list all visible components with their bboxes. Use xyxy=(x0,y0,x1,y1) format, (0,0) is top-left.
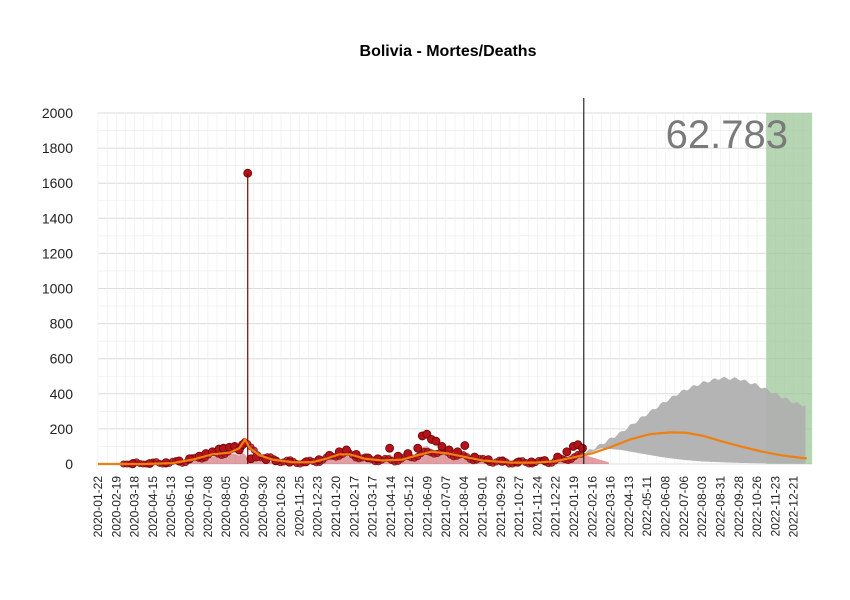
observed-point xyxy=(578,443,587,453)
y-axis: 0 200 400 600 800 1000 1200 1400 1600 1800 2000 xyxy=(42,105,73,472)
observed-point xyxy=(540,456,549,465)
x-tick-label: 2022-09-28 xyxy=(732,476,746,538)
forecast-band xyxy=(583,376,806,464)
x-tick-label: 2020-06-10 xyxy=(183,476,197,538)
x-tick-label: 2020-08-05 xyxy=(219,476,233,538)
grid xyxy=(97,112,813,465)
x-tick-label: 2021-06-09 xyxy=(421,476,435,538)
x-tick-label: 2021-11-24 xyxy=(530,476,544,537)
x-tick-label: 2020-09-30 xyxy=(256,476,270,538)
total-deaths-label: 62.783 xyxy=(666,113,788,157)
y-tick-label: 1600 xyxy=(42,175,73,191)
x-tick-label: 2021-09-29 xyxy=(494,476,508,538)
x-tick-label: 2020-04-15 xyxy=(146,476,160,538)
x-tick-label: 2020-09-02 xyxy=(237,476,251,538)
x-tick-label: 2021-08-04 xyxy=(457,476,471,538)
x-tick-label: 2021-03-17 xyxy=(366,476,380,538)
x-tick-label: 2020-02-19 xyxy=(109,476,123,538)
x-tick-label: 2020-10-28 xyxy=(274,476,288,538)
x-tick-label: 2022-06-08 xyxy=(659,476,673,538)
x-tick-label: 2022-11-23 xyxy=(768,476,782,537)
observed-point xyxy=(437,442,447,451)
observed-point xyxy=(431,436,441,446)
y-tick-label: 800 xyxy=(50,316,74,332)
x-tick-label: 2022-05-11 xyxy=(640,476,654,537)
y-tick-label: 1800 xyxy=(42,140,73,156)
x-tick-label: 2021-01-20 xyxy=(329,476,343,538)
y-tick-label: 0 xyxy=(65,456,73,472)
x-tick-label: 2022-04-13 xyxy=(622,476,636,538)
x-tick-label: 2020-11-25 xyxy=(292,476,306,537)
y-tick-label: 1400 xyxy=(42,210,73,226)
y-tick-label: 1200 xyxy=(42,245,73,261)
chart-title: Bolivia - Mortes/Deaths xyxy=(360,43,537,60)
x-tick-label: 2022-03-16 xyxy=(604,476,618,538)
y-tick-label: 400 xyxy=(50,386,74,402)
observed-point xyxy=(483,455,493,465)
x-tick-label: 2022-01-19 xyxy=(567,476,581,538)
trend-polyline xyxy=(98,431,807,466)
x-tick-label: 2022-07-06 xyxy=(677,476,691,538)
observed-point xyxy=(562,447,572,457)
forecast-band-area xyxy=(583,376,806,464)
x-tick-label: 2020-05-13 xyxy=(164,476,178,538)
x-tick-label: 2022-08-03 xyxy=(695,476,709,538)
x-tick-label: 2020-01-22 xyxy=(91,476,105,538)
trend-line xyxy=(98,431,807,466)
x-tick-label: 2021-09-01 xyxy=(475,476,489,538)
observed-point xyxy=(385,443,395,453)
y-tick-label: 2000 xyxy=(42,105,73,121)
x-tick-label: 2022-08-31 xyxy=(713,476,727,538)
observed-point xyxy=(413,443,423,453)
x-tick-label: 2021-07-07 xyxy=(439,476,453,538)
x-tick-label: 2021-04-14 xyxy=(384,476,398,538)
x-tick-label: 2022-02-16 xyxy=(585,476,599,538)
x-axis: 2020-01-22 2020-02-19 2020-03-18 2020-04-15… xyxy=(91,476,801,538)
x-tick-label: 2020-03-18 xyxy=(128,476,142,538)
x-tick-label: 2020-07-08 xyxy=(201,476,215,538)
observed-point xyxy=(460,441,470,450)
observed-points xyxy=(119,168,587,469)
x-tick-label: 2021-10-27 xyxy=(512,476,526,538)
x-tick-label: 2022-10-26 xyxy=(750,476,764,538)
x-tick-label: 2021-05-12 xyxy=(402,476,416,538)
x-tick-label: 2021-02-17 xyxy=(347,476,361,538)
x-tick-label: 2020-12-23 xyxy=(311,476,325,538)
y-tick-label: 200 xyxy=(50,421,74,437)
y-tick-label: 1000 xyxy=(42,281,73,297)
x-tick-label: 2022-12-21 xyxy=(787,476,801,538)
observed-point xyxy=(342,445,351,455)
x-tick-label: 2021-12-22 xyxy=(549,476,563,538)
y-tick-label: 600 xyxy=(50,351,74,367)
